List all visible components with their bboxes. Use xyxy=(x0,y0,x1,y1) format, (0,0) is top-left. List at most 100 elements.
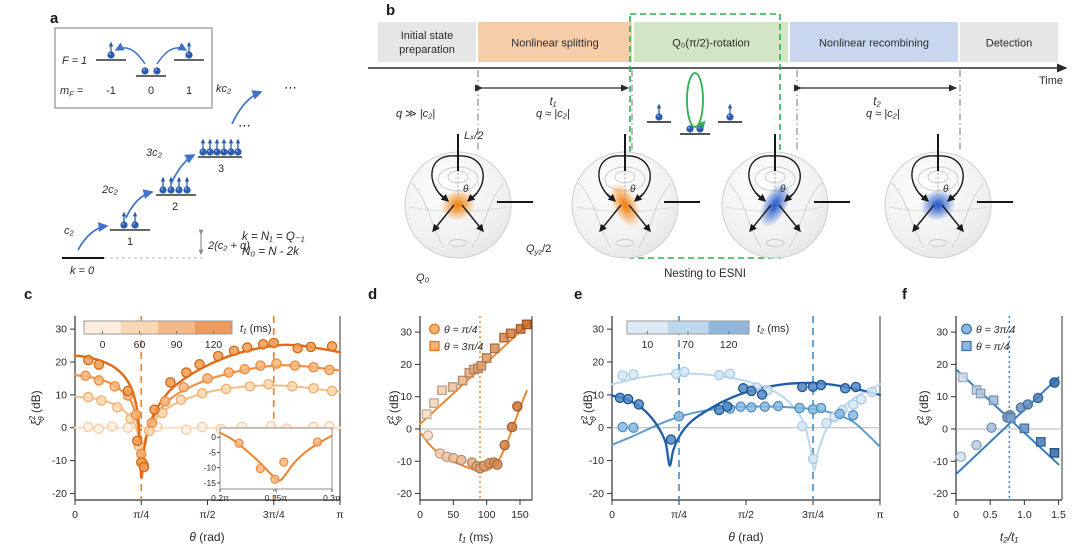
data-point-circle xyxy=(665,434,677,445)
inset-box xyxy=(54,27,213,109)
level-1-label: 1 xyxy=(127,236,133,248)
data-point-circle xyxy=(181,424,192,435)
stage-boundary-lines xyxy=(477,70,961,150)
data-point-circle xyxy=(159,396,171,407)
rotation-loop-icon xyxy=(686,72,704,128)
separatrix-loop xyxy=(598,155,651,201)
data-point-circle xyxy=(228,345,240,357)
data-point-circle xyxy=(492,459,503,470)
x-tick-label: 0 xyxy=(953,509,959,521)
y-tick-label: 10 xyxy=(592,389,604,401)
c2-label: c₂ xyxy=(64,225,75,237)
x-tick-label: π xyxy=(876,509,883,521)
ellipsis: ⋯ xyxy=(284,80,297,95)
mf-value: 1 xyxy=(186,85,192,97)
legend-marker-square xyxy=(429,340,440,352)
data-point-circle xyxy=(847,409,859,421)
stage-box xyxy=(960,22,1058,62)
theta-label: θ xyxy=(943,184,949,195)
sphere-contour xyxy=(891,182,925,248)
t2-duration-label: t₂ xyxy=(873,96,881,108)
data-point-circle xyxy=(263,379,274,390)
data-point-circle xyxy=(679,366,690,378)
separatrix-loop xyxy=(911,155,964,201)
rotation-loop-arrowhead xyxy=(698,120,706,129)
q0-axis-label: Q₀ xyxy=(416,272,430,284)
panel-b-letter: b xyxy=(386,2,396,19)
y-tick-label: -10 xyxy=(397,456,412,468)
legend-label: θ = 3π/4 xyxy=(976,324,1015,336)
data-point-circle xyxy=(196,421,208,433)
data-point-circle xyxy=(112,402,123,413)
data-point-circle xyxy=(181,367,192,378)
inset-x-tick-label: 0.2π xyxy=(211,493,229,503)
colorbar-tick-label: 120 xyxy=(720,339,738,351)
data-point-circle xyxy=(83,421,94,433)
data-point-circle xyxy=(289,360,301,371)
level-2-label: 2 xyxy=(172,201,178,213)
data-point-square xyxy=(437,385,447,396)
data-point-circle xyxy=(93,375,105,386)
separatrix-arrow xyxy=(912,204,935,233)
separatrix-arrow xyxy=(466,192,478,202)
y-tick-label: 10 xyxy=(400,391,412,403)
data-point-circle xyxy=(241,342,253,353)
t1-duration-label: t₁ xyxy=(550,96,557,108)
data-point-circle xyxy=(456,454,467,466)
data-point-square xyxy=(489,343,500,354)
data-point-circle xyxy=(292,342,303,354)
legend-label: θ = 3π/4 xyxy=(444,341,483,353)
data-point-circle xyxy=(138,461,150,473)
y-axis-title: ξ2θ (dB) xyxy=(385,390,404,425)
x-tick-label: π/2 xyxy=(199,509,215,521)
colorbar-tick-label: 60 xyxy=(134,339,146,351)
data-point-circle xyxy=(83,354,94,366)
separatrix-arrow xyxy=(918,192,930,202)
y-axis-title: ξ2θ (dB) xyxy=(915,390,934,425)
separatrix-arrow xyxy=(599,204,622,233)
nesting-label: Nesting to ESNI xyxy=(664,268,746,280)
data-point-circle xyxy=(756,389,768,400)
inset-y-tick-label: -5 xyxy=(208,447,216,457)
3c2-label: 3c₂ xyxy=(146,147,163,159)
colorbar-title: t₁ (ms) xyxy=(240,323,272,335)
y-tick-label: 30 xyxy=(936,327,948,339)
stage-box xyxy=(790,22,958,62)
data-point-circle xyxy=(244,381,256,392)
x-tick-label: 3π/4 xyxy=(802,509,824,521)
x-tick-label: 1.0 xyxy=(1017,509,1032,521)
colorbar-frame xyxy=(83,320,233,335)
separatrix-arrow xyxy=(946,192,958,202)
y-tick-label: 10 xyxy=(55,389,67,401)
data-point-circle xyxy=(326,385,338,397)
data-point-circle xyxy=(746,385,757,397)
separatrix-arrow xyxy=(778,204,801,233)
data-point-circle xyxy=(807,453,819,465)
data-point-circle xyxy=(146,417,158,429)
legend-marker-circle xyxy=(429,323,440,335)
panel-c-letter: c xyxy=(24,286,33,303)
y-tick-label: 30 xyxy=(55,324,67,336)
data-point-circle xyxy=(255,360,266,371)
data-point-circle xyxy=(93,359,105,370)
y-tick-label: 20 xyxy=(936,359,948,371)
y-tick-label: 30 xyxy=(400,327,412,339)
phase-sphere: θ xyxy=(571,134,700,259)
inset-data-point xyxy=(312,437,323,447)
data-point-circle xyxy=(109,381,121,392)
separatrix-arrow xyxy=(941,204,964,233)
sphere-contour xyxy=(448,239,468,247)
chart-panel-c: 0 π/4 π/2 3π/4 π -20 -10 0 10 20 30 0 60 90 120 t₁ (ms)… xyxy=(27,316,344,544)
data-point-square xyxy=(957,372,968,383)
data-point-circle xyxy=(194,359,205,370)
data-point-circle xyxy=(713,369,725,381)
data-point-circle xyxy=(724,368,736,380)
data-point-circle xyxy=(721,401,733,412)
inset-data-point xyxy=(279,457,289,467)
data-point-circle xyxy=(80,370,91,382)
x-tick-label: 150 xyxy=(511,509,529,521)
colorbar-tick-label: 10 xyxy=(641,339,653,351)
sphere-contour xyxy=(638,182,672,248)
x-tick-label: π/4 xyxy=(133,509,149,521)
